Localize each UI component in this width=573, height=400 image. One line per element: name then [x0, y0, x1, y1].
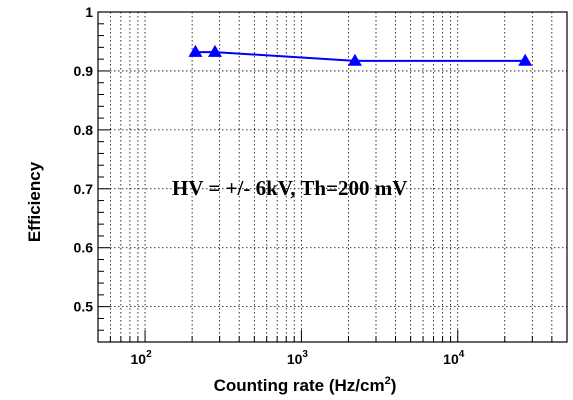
x-tick-label: 102	[130, 349, 152, 367]
x-axis-title-main: Counting rate (Hz/cm	[214, 376, 385, 395]
series-line	[195, 51, 526, 62]
x-tick-label: 103	[287, 349, 309, 367]
plot-frame	[97, 11, 568, 343]
x-tick-label-base: 10	[287, 351, 303, 367]
x-tick-label-exponent: 3	[302, 349, 308, 360]
x-tick-label-exponent: 4	[459, 349, 465, 360]
y-tick-label: 0.6	[74, 240, 94, 256]
x-axis-title: Counting rate (Hz/cm2)	[214, 375, 397, 395]
x-axis-title-suffix: )	[391, 376, 397, 395]
x-tick-label-base: 10	[130, 351, 146, 367]
data-point-triangle	[207, 44, 222, 57]
grid-lines	[98, 12, 567, 342]
data-point-triangle	[347, 53, 362, 66]
y-tick-label: 1	[85, 4, 93, 20]
y-axis-tick-labels: 0.5 0.6 0.7 0.8 0.9 1	[74, 4, 94, 315]
minor-tick-marks	[98, 23, 553, 343]
y-axis-title: Efficiency	[25, 161, 44, 242]
x-axis-tick-labels: 102 103 104	[130, 349, 464, 367]
y-tick-label: 0.5	[74, 299, 94, 315]
data-point-triangle	[518, 53, 533, 66]
x-axis-title-superscript: 2	[385, 375, 391, 387]
x-tick-label: 104	[443, 349, 465, 367]
y-tick-label: 0.9	[74, 63, 94, 79]
y-tick-label: 0.8	[74, 122, 94, 138]
x-tick-label-exponent: 2	[146, 349, 152, 360]
data-series	[188, 44, 533, 66]
data-point-triangle	[188, 44, 203, 57]
x-tick-label-base: 10	[443, 351, 459, 367]
y-tick-label: 0.7	[74, 181, 94, 197]
hv-threshold-annotation: HV = +/- 6kV, Th=200 mV	[172, 176, 407, 200]
